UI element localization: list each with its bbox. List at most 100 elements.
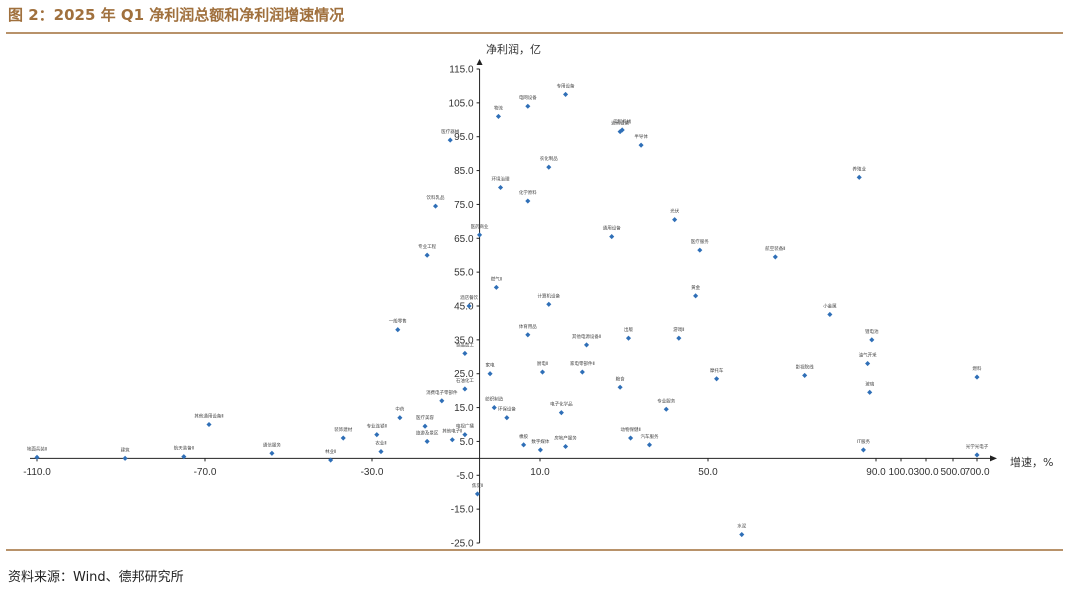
point-marker — [676, 335, 682, 341]
point-label: 计算机设备 — [538, 292, 561, 299]
data-point: 养殖业 — [852, 165, 866, 180]
top-rule — [6, 32, 1063, 34]
point-marker — [34, 454, 40, 460]
figure-source: 资料来源：Wind、德邦研究所 — [8, 570, 184, 585]
point-marker — [474, 491, 481, 497]
point-label: 化学原料 — [519, 189, 537, 196]
point-label: 摩托车 — [710, 367, 724, 374]
y-tick-label: 105.0 — [449, 98, 474, 109]
data-point: 电子化学品 — [550, 401, 573, 416]
x-tick-label: 10.0 — [530, 467, 550, 478]
point-label: 锂电池 — [865, 328, 879, 335]
point-label: 其他电源设备Ⅱ — [572, 333, 601, 340]
data-point: IT服务 — [857, 438, 871, 453]
point-label: 游戏Ⅱ — [673, 326, 684, 333]
x-tick-label: 700.0 — [964, 467, 989, 478]
point-marker — [462, 350, 468, 356]
point-marker — [466, 303, 472, 309]
point-label: 装饰建材 — [334, 426, 352, 433]
x-tick-label: 100.0 — [888, 467, 913, 478]
data-point: 黄金 — [691, 284, 701, 299]
point-label: 饮料乳品 — [427, 194, 445, 201]
x-tick-label: 300.0 — [913, 467, 938, 478]
data-point: 建筑 — [121, 446, 130, 461]
point-label: IT服务 — [857, 438, 871, 445]
y-tick-label: 55.0 — [454, 268, 474, 279]
y-tick-label: -5.0 — [456, 471, 474, 482]
point-label: 专用设备 — [557, 82, 575, 89]
point-label: 航天装备Ⅱ — [174, 445, 194, 452]
data-point: 专业工程 — [418, 243, 437, 258]
point-marker — [447, 137, 453, 143]
data-point: 消费电子零部件 — [426, 389, 458, 404]
point-marker — [772, 254, 778, 260]
data-point: 汽车服务 — [640, 433, 659, 448]
y-tick-label: 95.0 — [454, 132, 474, 143]
data-point: 地面兵装Ⅱ — [27, 445, 47, 460]
data-point: 半导体 — [634, 133, 648, 148]
y-tick-label: 65.0 — [454, 234, 474, 245]
point-marker — [583, 342, 590, 348]
point-label: 电网设备 — [519, 94, 537, 101]
point-label: 林业Ⅱ — [325, 448, 336, 455]
point-marker — [617, 384, 623, 390]
data-point: 电网设备 — [519, 94, 537, 109]
data-point: 通用设备 — [603, 225, 621, 240]
data-point: 厨电Ⅱ — [537, 360, 548, 375]
data-point: 油气开采 — [859, 352, 877, 367]
point-label: 建筑 — [121, 446, 130, 453]
y-axis-arrow — [476, 59, 483, 65]
point-label: 焦炭Ⅱ — [472, 482, 483, 489]
point-label: 环境治理 — [492, 176, 510, 183]
y-tick-label: -15.0 — [451, 505, 474, 516]
data-point: 其他电源设备Ⅱ — [572, 333, 601, 348]
point-label: 半导体 — [634, 133, 648, 140]
y-tick-label: 85.0 — [454, 166, 474, 177]
data-point: 环境治理 — [492, 176, 510, 191]
point-label: 通用设备 — [611, 120, 629, 127]
point-marker — [122, 455, 128, 461]
point-label: 医疗器械 — [441, 128, 459, 135]
data-point: 环保设备 — [498, 406, 516, 421]
point-marker — [206, 421, 212, 428]
point-marker — [638, 142, 644, 148]
point-label: 家电 — [486, 362, 495, 369]
point-label: 体育用品 — [519, 323, 537, 330]
point-marker — [495, 113, 501, 119]
point-marker — [625, 335, 632, 341]
point-marker — [697, 247, 703, 253]
point-label: 粮食 — [616, 375, 625, 382]
point-marker — [693, 293, 699, 299]
point-marker — [340, 435, 346, 441]
point-marker — [609, 234, 615, 240]
point-label: 专业服务 — [657, 397, 675, 404]
point-marker — [422, 423, 428, 429]
data-point: 其他通用设备Ⅱ — [194, 413, 224, 428]
point-label: 黄金 — [691, 284, 700, 291]
point-label: 航空装备Ⅱ — [765, 245, 785, 252]
point-marker — [525, 103, 531, 109]
data-point: 酒店餐饮 — [460, 294, 479, 309]
point-label: 农业Ⅱ — [375, 440, 386, 447]
point-marker — [462, 386, 468, 392]
x-tick-label: 90.0 — [866, 467, 886, 478]
point-marker — [498, 184, 504, 191]
point-marker — [563, 443, 569, 450]
point-marker — [539, 369, 546, 375]
point-label: 电视广播 — [456, 423, 474, 430]
point-marker — [525, 198, 531, 204]
point-label: 厨电Ⅱ — [537, 360, 548, 367]
data-point: 数字媒体 — [531, 438, 550, 453]
point-marker — [563, 91, 569, 97]
data-point: 体育用品 — [519, 323, 537, 338]
bottom-rule — [6, 549, 1063, 551]
point-marker — [181, 454, 187, 460]
data-point: 专用设备 — [557, 82, 575, 97]
point-label: 专业连锁Ⅱ — [367, 423, 387, 430]
data-point: 物流 — [494, 104, 503, 119]
point-marker — [491, 405, 497, 411]
point-label: 养殖业 — [852, 165, 866, 172]
data-point: 游戏Ⅱ — [673, 326, 684, 341]
point-marker — [521, 442, 527, 448]
point-marker — [672, 217, 678, 223]
